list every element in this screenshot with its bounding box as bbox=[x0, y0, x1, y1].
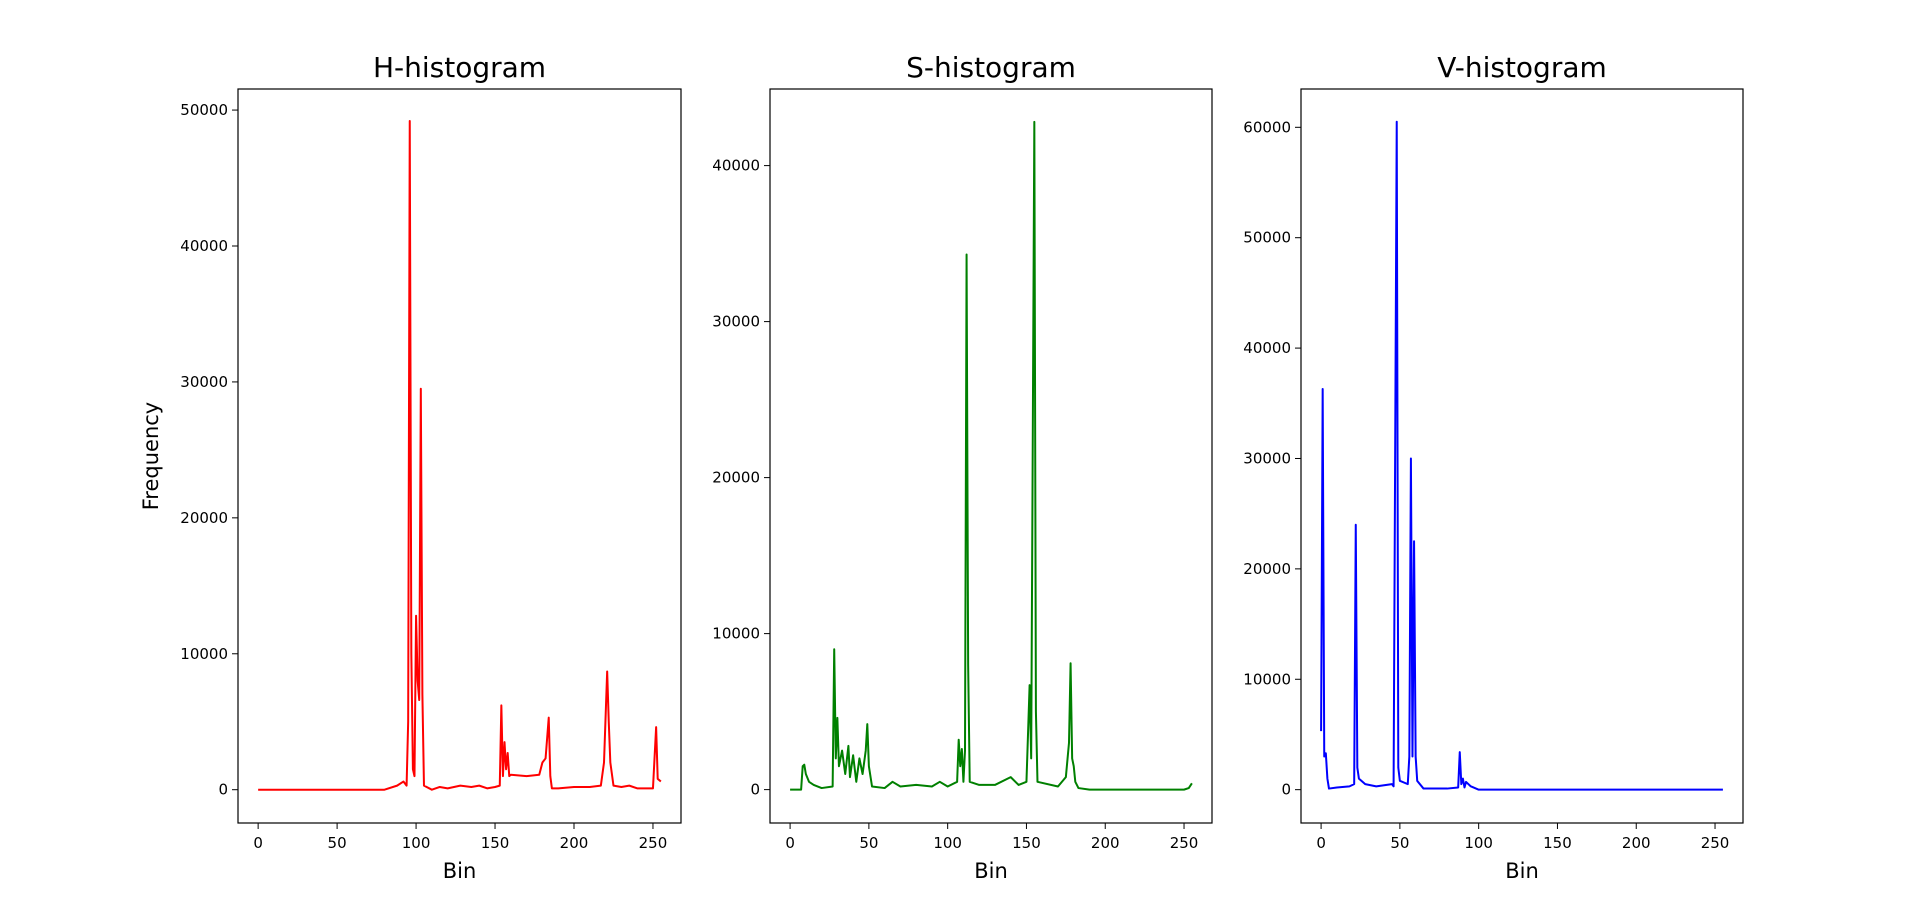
y-axis-label: Frequency bbox=[139, 402, 163, 511]
y-tick-label: 10000 bbox=[180, 645, 228, 663]
x-axis-label: Bin bbox=[443, 859, 477, 883]
histogram-line bbox=[790, 120, 1193, 791]
y-tick-label: 20000 bbox=[180, 509, 228, 527]
y-tick-label: 30000 bbox=[712, 313, 760, 331]
y-tick-label: 30000 bbox=[1243, 449, 1291, 467]
histogram-line bbox=[1320, 120, 1723, 791]
x-tick-label: 250 bbox=[639, 834, 668, 852]
x-tick-label: 100 bbox=[1464, 834, 1493, 852]
x-axis-label: Bin bbox=[1505, 859, 1539, 883]
chart-title: S-histogram bbox=[906, 51, 1076, 84]
x-tick-label: 100 bbox=[402, 834, 431, 852]
x-tick-label: 50 bbox=[328, 834, 347, 852]
plot-frame bbox=[769, 88, 1213, 824]
x-tick-label: 250 bbox=[1170, 834, 1199, 852]
x-tick-label: 150 bbox=[1012, 834, 1041, 852]
x-tick-label: 0 bbox=[785, 834, 795, 852]
x-tick-label: 50 bbox=[859, 834, 878, 852]
y-tick-label: 10000 bbox=[1243, 670, 1291, 688]
y-tick-label: 50000 bbox=[180, 101, 228, 119]
y-tick-label: 30000 bbox=[180, 373, 228, 391]
y-tick-label: 10000 bbox=[712, 625, 760, 643]
chart-title: H-histogram bbox=[373, 51, 546, 84]
y-tick-label: 50000 bbox=[1243, 229, 1291, 247]
x-tick-label: 200 bbox=[1091, 834, 1120, 852]
y-tick-label: 20000 bbox=[712, 469, 760, 487]
x-tick-label: 200 bbox=[560, 834, 589, 852]
chart-title: V-histogram bbox=[1437, 51, 1607, 84]
x-tick-label: 0 bbox=[1316, 834, 1326, 852]
x-axis-label: Bin bbox=[974, 859, 1008, 883]
histogram-line bbox=[258, 119, 662, 791]
x-tick-label: 200 bbox=[1622, 834, 1651, 852]
y-tick-label: 60000 bbox=[1243, 118, 1291, 136]
plot-frame bbox=[237, 88, 682, 824]
plot-frame bbox=[1300, 88, 1744, 824]
x-tick-label: 150 bbox=[481, 834, 510, 852]
x-tick-label: 250 bbox=[1701, 834, 1730, 852]
x-tick-label: 50 bbox=[1390, 834, 1409, 852]
x-tick-label: 100 bbox=[933, 834, 962, 852]
x-tick-label: 0 bbox=[253, 834, 263, 852]
y-tick-label: 20000 bbox=[1243, 560, 1291, 578]
y-tick-label: 0 bbox=[1281, 781, 1291, 799]
y-tick-label: 40000 bbox=[1243, 339, 1291, 357]
y-tick-label: 0 bbox=[218, 781, 228, 799]
y-tick-label: 40000 bbox=[180, 237, 228, 255]
x-tick-label: 150 bbox=[1543, 834, 1572, 852]
y-tick-label: 40000 bbox=[712, 157, 760, 175]
y-tick-label: 0 bbox=[750, 781, 760, 799]
